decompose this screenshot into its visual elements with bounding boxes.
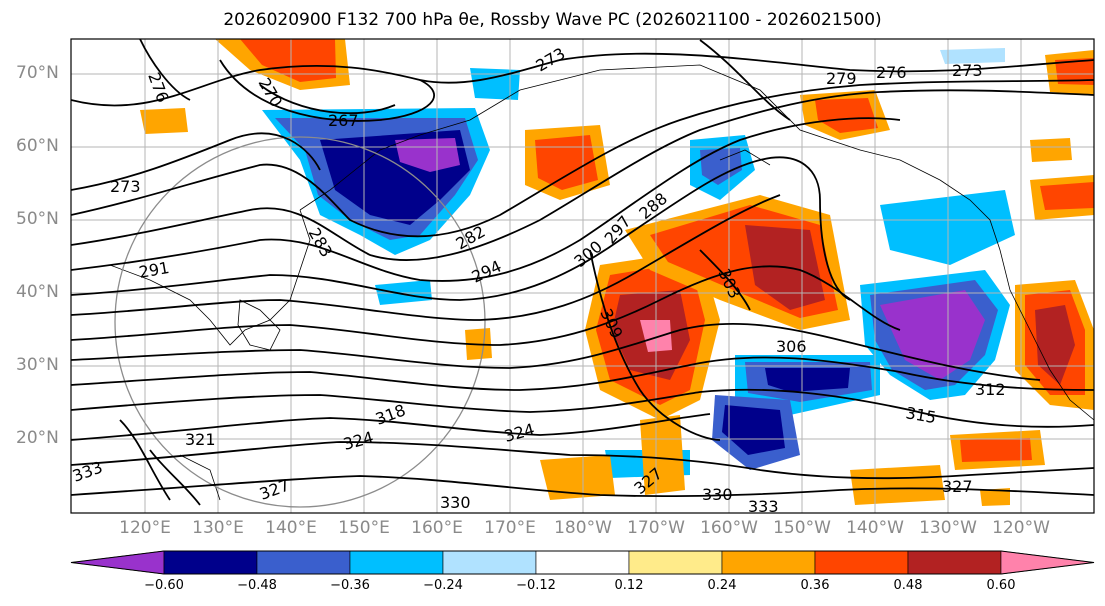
reference-circle (114, 136, 486, 508)
colorbar-tick-label: 0.24 (707, 578, 737, 593)
lat-label: 20°N (16, 428, 59, 448)
contour-label: 327 (942, 477, 973, 496)
contour-label: 273 (952, 61, 983, 80)
colorbar-tick-label: 0.60 (986, 578, 1016, 593)
lon-label: 140°E (265, 518, 317, 538)
positive-anomaly-shading (140, 39, 1094, 506)
lon-label: 120°E (119, 518, 171, 538)
colorbar-tick-label: 0.48 (893, 578, 923, 593)
lon-label: 160°E (411, 518, 463, 538)
lon-label: 130°W (919, 518, 977, 538)
contour-label: 273 (110, 177, 141, 196)
contour-label: 267 (328, 111, 359, 130)
contour-label: 306 (776, 337, 807, 356)
contour-label: 279 (826, 69, 857, 88)
contour-label: 312 (975, 380, 1006, 399)
lon-label: 180°W (554, 518, 612, 538)
colorbar-tick-label: −0.48 (237, 578, 277, 593)
colorbar-tick-label: −0.12 (516, 578, 556, 593)
colorbar-tick-label: −0.24 (423, 578, 463, 593)
lon-label: 170°W (627, 518, 685, 538)
lat-label: 40°N (16, 282, 59, 302)
contour-label: 330 (702, 485, 733, 504)
contour-label: 321 (185, 430, 216, 449)
colorbar-tick-label: −0.36 (330, 578, 370, 593)
contour-label: 276 (876, 63, 907, 82)
lon-label: 150°W (773, 518, 831, 538)
colorbar-tick-label: −0.60 (144, 578, 184, 593)
lat-label: 30°N (16, 355, 59, 375)
map-title: 2026020900 F132 700 hPa θe, Rossby Wave … (223, 10, 882, 30)
theta-e-contours (71, 39, 1094, 506)
lon-label: 140°W (846, 518, 904, 538)
lon-label: 120°W (992, 518, 1050, 538)
lat-label: 70°N (16, 63, 59, 83)
lon-label: 160°W (700, 518, 758, 538)
lat-label: 50°N (16, 209, 59, 229)
map-frame (70, 38, 1095, 514)
lon-label: 130°E (192, 518, 244, 538)
colorbar-tick-label: 0.12 (614, 578, 644, 593)
negative-anomaly-shading (262, 48, 1015, 478)
lat-label: 60°N (16, 136, 59, 156)
lon-label: 170°E (484, 518, 536, 538)
contour-label: 330 (440, 493, 471, 512)
contour-label: 333 (748, 497, 779, 516)
colorbar-tick-label: 0.36 (800, 578, 830, 593)
lon-label: 150°E (338, 518, 390, 538)
